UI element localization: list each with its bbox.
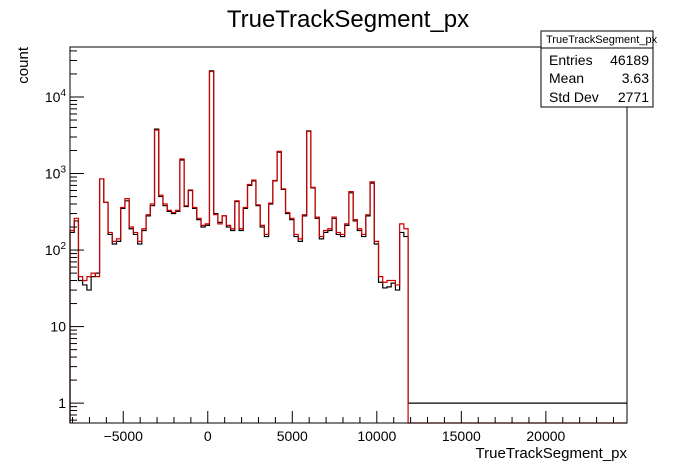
series-2-line	[69, 70, 627, 424]
stats-box-frame	[540, 30, 654, 108]
x-tick-label: 5000	[277, 428, 308, 444]
stats-box-title: TrueTrackSegment_px	[546, 34, 658, 46]
stats-stddev-label: Std Dev	[549, 89, 599, 105]
series-layer	[69, 70, 627, 424]
y-tick-label: 1	[58, 395, 66, 411]
x-tick-label: 10000	[357, 428, 396, 444]
y-tick-label: 102	[45, 241, 67, 258]
stats-stddev-value: 2771	[618, 89, 649, 105]
y-tick-label: 103	[45, 165, 67, 182]
plot-frame	[69, 46, 628, 424]
x-tick-label: 20000	[526, 428, 565, 444]
stats-entries-label: Entries	[549, 52, 593, 68]
x-tick-label: 15000	[442, 428, 481, 444]
x-tick-label: −5000	[104, 428, 144, 444]
chart-title: TrueTrackSegment_px	[227, 6, 469, 33]
stats-entries-value: 46189	[610, 52, 649, 68]
y-axis-label: count	[15, 46, 32, 84]
stats-mean-value: 3.63	[622, 70, 649, 86]
y-tick-label: 10	[50, 319, 66, 335]
stats-box: TrueTrackSegment_px Entries 46189 Mean 3…	[540, 30, 658, 108]
x-tick-label: 0	[204, 428, 212, 444]
y-axis: 1 10 102 103 104	[45, 50, 84, 421]
y-tick-label: 104	[45, 88, 67, 105]
x-axis-label: TrueTrackSegment_px	[476, 445, 628, 462]
series-1-line	[69, 70, 627, 423]
x-axis: −5000 0 5000 10000 15000 20000	[72, 411, 614, 444]
stats-mean-label: Mean	[549, 70, 584, 86]
